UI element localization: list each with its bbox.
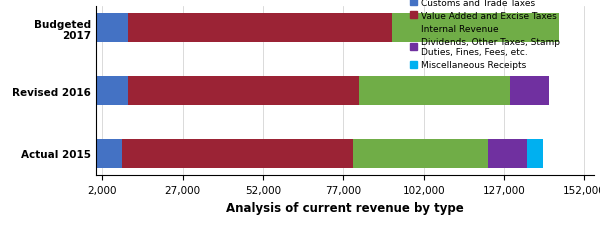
- Bar: [359, 77, 511, 105]
- Bar: [128, 14, 392, 43]
- Bar: [96, 77, 128, 105]
- X-axis label: Analysis of current revenue by type: Analysis of current revenue by type: [226, 201, 464, 214]
- Bar: [511, 77, 549, 105]
- Bar: [96, 140, 122, 168]
- Bar: [392, 14, 559, 43]
- Bar: [488, 140, 527, 168]
- Bar: [353, 140, 488, 168]
- Bar: [527, 140, 542, 168]
- Bar: [128, 77, 359, 105]
- Bar: [96, 14, 128, 43]
- Bar: [122, 140, 353, 168]
- Legend: Customs and Trade Taxes, Value Added and Excise Taxes, Internal Revenue, Dividen: Customs and Trade Taxes, Value Added and…: [409, 0, 561, 71]
